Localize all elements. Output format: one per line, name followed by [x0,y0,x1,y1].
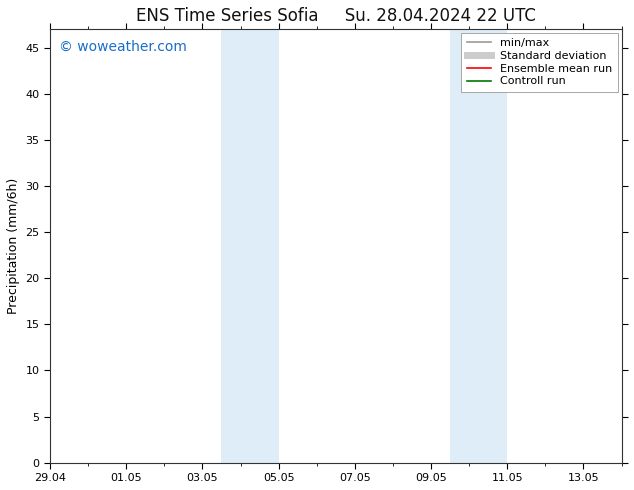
Y-axis label: Precipitation (mm/6h): Precipitation (mm/6h) [7,178,20,314]
Legend: min/max, Standard deviation, Ensemble mean run, Controll run: min/max, Standard deviation, Ensemble me… [462,33,618,92]
Bar [450,29,507,463]
Title: ENS Time Series Sofia     Su. 28.04.2024 22 UTC: ENS Time Series Sofia Su. 28.04.2024 22 … [136,7,536,25]
Bar [221,29,278,463]
Text: © woweather.com: © woweather.com [58,40,186,54]
